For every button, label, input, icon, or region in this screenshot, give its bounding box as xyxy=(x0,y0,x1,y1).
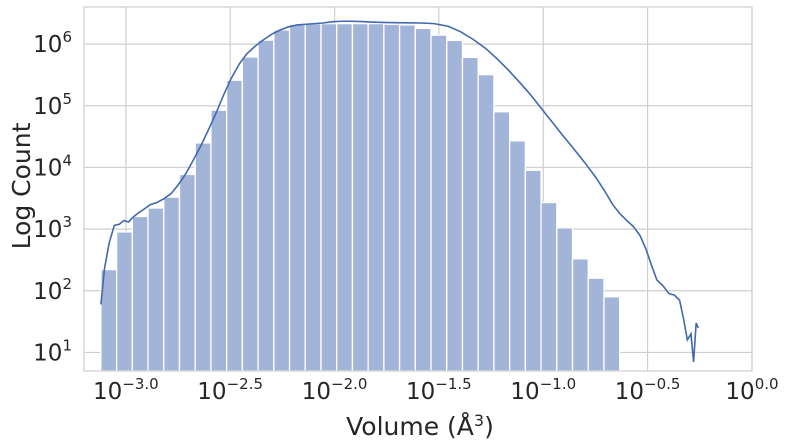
histogram-bar xyxy=(603,296,621,372)
histogram-bar xyxy=(383,23,401,372)
x-tick-label: 100.0 xyxy=(725,375,778,405)
y-axis-title: Log Count xyxy=(7,122,36,249)
x-tick-label: 10−2.0 xyxy=(302,375,368,405)
histogram-bar xyxy=(304,22,322,372)
plot-frame xyxy=(83,6,753,372)
y-tick-label: 104 xyxy=(33,151,72,181)
y-tick-label: 106 xyxy=(33,28,72,58)
x-axis-title: Volume (Å3) xyxy=(346,411,494,441)
histogram-bar xyxy=(414,27,432,372)
histogram-bar xyxy=(226,79,244,372)
histogram-bar xyxy=(446,39,464,372)
histogram-bar xyxy=(430,34,448,372)
x-tick-label: 10−1.0 xyxy=(510,375,576,405)
histogram-bar xyxy=(351,22,369,372)
histogram-bar xyxy=(131,215,149,372)
histogram-bar xyxy=(461,56,479,372)
x-tick-labels: 10−3.0 10−2.5 10−2.0 10−1.5 10−1.0 10−0.5 100.… xyxy=(93,375,779,405)
y-tick-label: 105 xyxy=(33,90,72,120)
histogram-bar xyxy=(273,29,291,372)
kde-curve xyxy=(100,20,700,363)
histogram-bar xyxy=(493,111,511,372)
histogram-bar xyxy=(257,39,275,372)
histogram-bar xyxy=(367,22,385,372)
x-tick-label: 10−2.5 xyxy=(197,375,263,405)
y-tick-label: 103 xyxy=(33,213,72,243)
histogram-bar xyxy=(571,258,589,372)
histogram-bar xyxy=(320,22,338,372)
histogram-bar xyxy=(194,142,212,372)
histogram-bar xyxy=(178,173,196,372)
histogram-bar xyxy=(336,22,354,372)
y-tick-label: 101 xyxy=(33,336,72,366)
x-tick-label: 10−1.5 xyxy=(406,375,472,405)
x-tick-label: 10−0.5 xyxy=(615,375,681,405)
histogram-bar xyxy=(163,196,181,372)
histogram-bar xyxy=(587,277,605,372)
histogram-bar xyxy=(115,231,133,372)
histogram-bar xyxy=(508,140,527,372)
y-tick-labels: 101 102 103 104 105 106 xyxy=(33,28,72,366)
histogram-bar xyxy=(556,227,574,372)
histogram-bar xyxy=(241,56,259,372)
histogram-bar xyxy=(477,73,495,372)
x-tick-label: 10−3.0 xyxy=(93,375,159,405)
histogram-bar xyxy=(210,109,228,372)
histogram-bar xyxy=(524,169,542,372)
y-tick-label: 102 xyxy=(33,275,72,305)
histogram-bars xyxy=(100,22,621,372)
histogram-bar xyxy=(147,207,165,372)
histogram-bar xyxy=(398,24,416,372)
histogram-bar xyxy=(288,23,306,372)
histogram-bar xyxy=(540,201,558,372)
